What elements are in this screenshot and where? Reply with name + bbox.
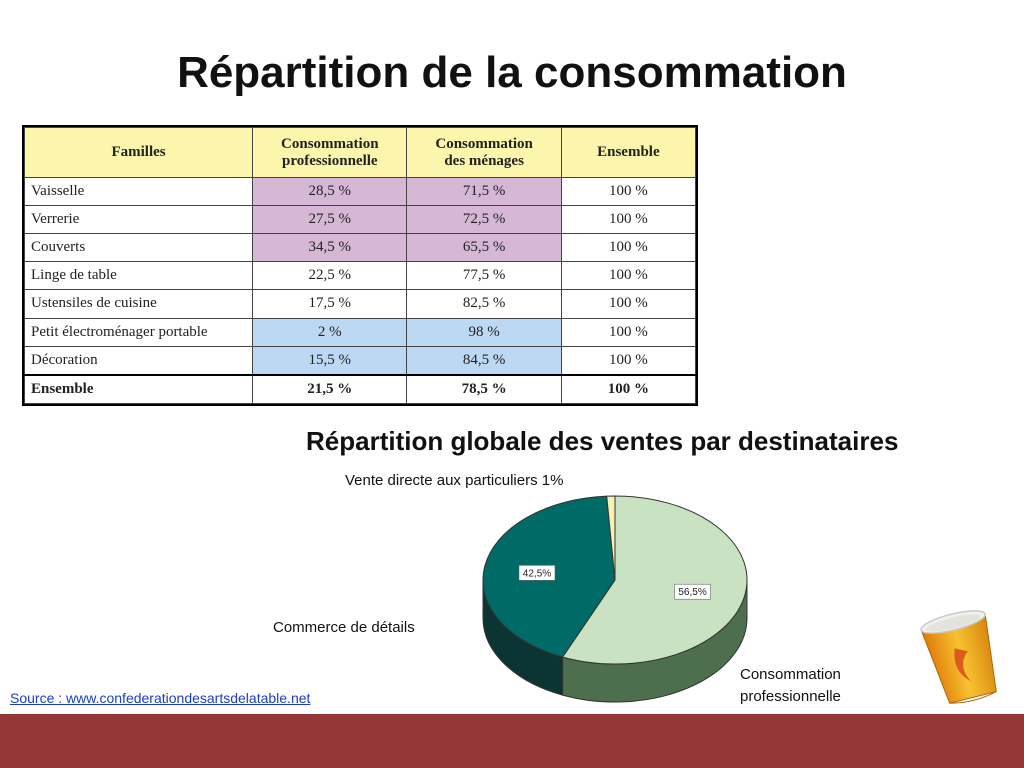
cell-famille: Vaisselle [23, 176, 254, 207]
table-total-row: Ensemble 21,5 % 78,5 % 100 % [23, 373, 697, 404]
footer-bar [0, 714, 1024, 768]
cell-famille: Verrerie [23, 205, 254, 235]
cell-menages: 72,5 % [406, 205, 562, 235]
table-row: Ustensiles de cuisine 17,5 % 82,5 % 100 % [23, 289, 697, 319]
pie-data-label: 56,5% [678, 587, 706, 598]
table-row: Verrerie 27,5 % 72,5 % 100 % [23, 205, 697, 235]
cell-ensemble: 100 % [560, 289, 697, 319]
cell-famille: Décoration [23, 345, 254, 376]
label-consommation-pro: Consommation professionnelle [740, 664, 841, 708]
table-row: Vaisselle 28,5 % 71,5 % 100 % [23, 176, 697, 207]
cell-pro: 34,5 % [252, 233, 408, 263]
cell-ensemble: 100 % [560, 261, 697, 291]
table-row: Décoration 15,5 % 84,5 % 100 % [23, 345, 697, 376]
cell-pro: 17,5 % [252, 289, 408, 319]
label-commerce: Commerce de détails [273, 619, 415, 636]
header-menages-line1: Consommation [435, 135, 533, 152]
header-pro: Consommation professionnelle [252, 127, 408, 178]
cell-famille: Linge de table [23, 261, 254, 291]
header-ensemble: Ensemble [560, 127, 697, 178]
cell-menages: 98 % [406, 317, 562, 347]
pie-label-box [518, 565, 556, 581]
cell-ensemble: 100 % [560, 345, 697, 376]
header-menages-line2: des ménages [444, 152, 524, 169]
header-pro-line2: professionnelle [282, 152, 378, 169]
cell-famille: Petit électroménager portable [23, 317, 254, 347]
slide-title: Répartition de la consommation [177, 48, 847, 97]
cell-menages: 65,5 % [406, 233, 562, 263]
cell-famille: Ensemble [23, 373, 254, 404]
cell-ensemble: 100 % [560, 176, 697, 207]
pie-slice-consommation-professionnelle [561, 495, 748, 665]
cell-menages: 71,5 % [406, 176, 562, 207]
label-conso-line2: professionnelle [740, 688, 841, 705]
cell-menages: 78,5 % [406, 373, 562, 404]
pie-chart-title: Répartition globale des ventes par desti… [306, 426, 899, 456]
header-menages: Consommation des ménages [406, 127, 562, 178]
cell-pro: 21,5 % [252, 373, 408, 404]
label-vente-directe: Vente directe aux particuliers 1% [345, 472, 564, 489]
label-conso-line1: Consommation [740, 666, 841, 683]
table-row: Petit électroménager portable 2 % 98 % 100 … [23, 317, 697, 347]
cell-famille: Ustensiles de cuisine [23, 289, 254, 319]
cell-pro: 28,5 % [252, 176, 408, 207]
cell-pro: 15,5 % [252, 345, 408, 376]
cell-ensemble: 100 % [560, 205, 697, 235]
header-pro-line1: Consommation [281, 135, 379, 152]
table-header-row: Familles Consommation professionnelle Con… [23, 127, 697, 178]
cell-menages: 84,5 % [406, 345, 562, 376]
pie-chart: 56,5% 42,5% [482, 495, 748, 703]
cell-ensemble: 100 % [560, 373, 697, 404]
pie-label-box [674, 583, 711, 600]
cell-pro: 2 % [252, 317, 408, 347]
consumption-table: Familles Consommation professionnelle Con… [22, 125, 698, 406]
header-familles: Familles [23, 127, 254, 178]
paper-cup-icon [920, 610, 997, 704]
cell-ensemble: 100 % [560, 233, 697, 263]
cell-menages: 82,5 % [406, 289, 562, 319]
cell-pro: 27,5 % [252, 205, 408, 235]
pie-slice-vente-directe-aux-particuliers [606, 495, 616, 581]
pie-data-label: 42,5% [523, 568, 551, 579]
cell-menages: 77,5 % [406, 261, 562, 291]
cell-pro: 22,5 % [252, 261, 408, 291]
cell-famille: Couverts [23, 233, 254, 263]
source-link[interactable]: Source : www.confederationdesartsdelatab… [10, 690, 311, 706]
table-row: Couverts 34,5 % 65,5 % 100 % [23, 233, 697, 263]
cell-ensemble: 100 % [560, 317, 697, 347]
table-row: Linge de table 22,5 % 77,5 % 100 % [23, 261, 697, 291]
